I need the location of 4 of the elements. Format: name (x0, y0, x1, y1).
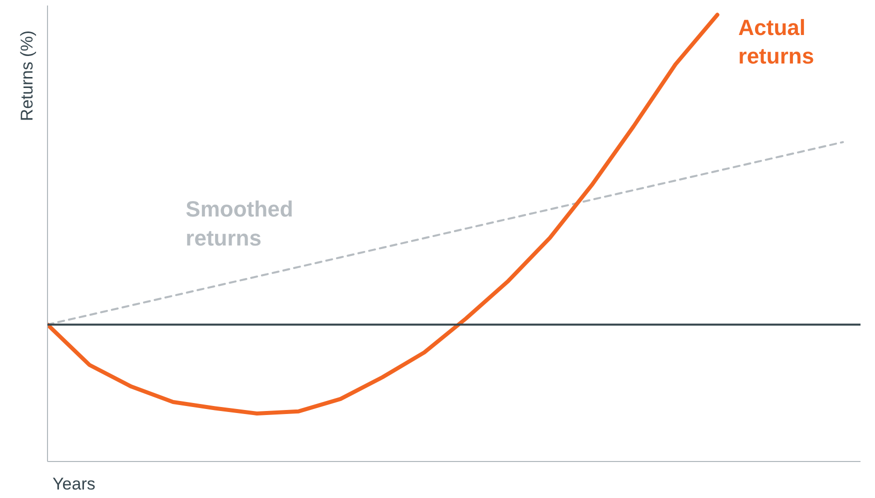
y-axis-title: Returns (%) (18, 30, 36, 122)
x-axis-title: Years (52, 474, 96, 494)
series-label: Smoothed returns (186, 196, 294, 250)
series-label: Actual returns (738, 14, 814, 69)
